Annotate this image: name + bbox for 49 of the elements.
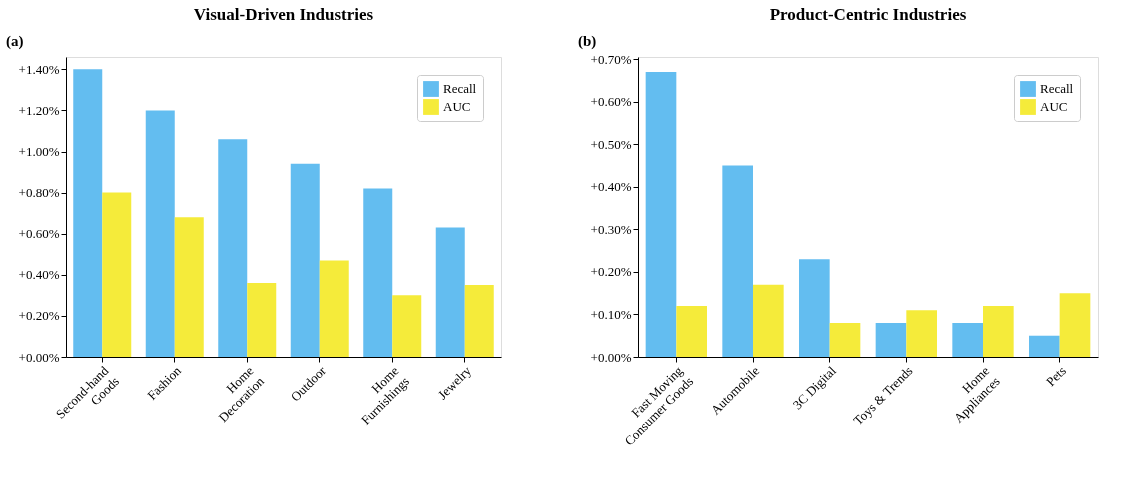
bar: [906, 310, 937, 357]
bar: [722, 165, 753, 357]
y-tick-label: +0.10%: [590, 306, 632, 322]
bar: [1029, 335, 1060, 357]
y-tick-label: +0.70%: [590, 51, 632, 67]
bar: [1059, 293, 1091, 357]
y-tick-label: +0.40%: [18, 267, 60, 283]
bar: [435, 227, 465, 357]
y-tick-label: +0.00%: [18, 349, 60, 365]
bar: [875, 322, 907, 357]
chart-title: Product-Centric Industries: [769, 5, 967, 24]
bar: [645, 71, 677, 357]
text: (b): [578, 33, 597, 50]
y-tick-label: +1.20%: [18, 102, 60, 118]
bar: [102, 192, 132, 357]
bar: [145, 110, 175, 357]
y-tick-label: +1.00%: [18, 144, 60, 160]
bar: [363, 188, 393, 357]
y-tick-label: +0.50%: [590, 136, 632, 152]
chart-title: Visual-Driven Industries: [193, 5, 374, 24]
y-tick-label: +0.20%: [590, 264, 632, 280]
bar: [290, 163, 320, 357]
bar: [829, 322, 861, 357]
y-tick-label: +0.00%: [590, 349, 632, 365]
bar: [676, 305, 707, 357]
bar: [464, 285, 494, 357]
y-tick-label: +0.20%: [18, 308, 60, 324]
bar: [753, 284, 784, 357]
bar: [247, 283, 277, 357]
y-tick-label: +0.30%: [590, 221, 632, 237]
y-tick-label: +0.40%: [590, 179, 632, 195]
text: (a): [6, 33, 24, 50]
bar: [952, 322, 983, 357]
bar: [218, 139, 248, 357]
y-tick-label: +0.60%: [590, 94, 632, 110]
x-tick-label: Pets: [1042, 363, 1069, 390]
legend-label: Recall: [1040, 81, 1074, 96]
bar: [983, 305, 1014, 357]
y-tick-label: +0.60%: [18, 226, 60, 242]
y-tick-label: +0.80%: [18, 185, 60, 201]
legend-label: AUC: [1040, 99, 1068, 114]
legend-label: AUC: [443, 99, 471, 114]
y-tick-label: +1.40%: [18, 61, 60, 77]
bar: [174, 217, 204, 357]
bar: [73, 69, 103, 357]
bar: [319, 260, 349, 357]
bar: [799, 259, 830, 357]
legend-label: Recall: [443, 81, 477, 96]
bar: [392, 295, 422, 357]
